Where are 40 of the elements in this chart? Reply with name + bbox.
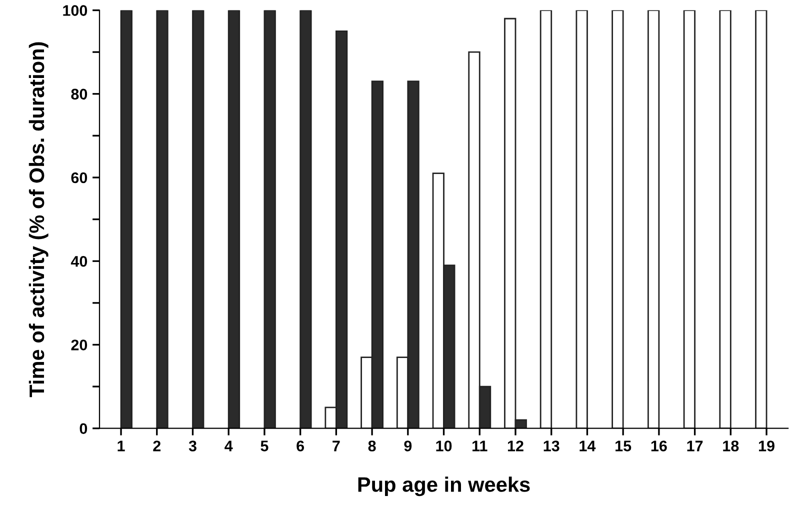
bar [300, 10, 312, 428]
bar [612, 10, 624, 428]
y-tick-label: 20 [71, 340, 88, 350]
x-tick-label: 12 [508, 440, 524, 452]
x-tick-label: 11 [472, 440, 488, 452]
x-tick-label: 17 [687, 440, 703, 452]
y-tick-label: 40 [70, 256, 88, 267]
y-tick-label: 60 [71, 172, 88, 184]
x-tick-label: 2 [153, 440, 161, 452]
bar [540, 10, 552, 428]
x-tick-label: 5 [260, 440, 268, 452]
x-tick-label: 18 [723, 440, 739, 452]
x-tick-label: 1 [118, 440, 125, 452]
y-tick-label: 0 [80, 423, 88, 434]
bar [755, 10, 768, 428]
x-tick-label: 15 [616, 440, 632, 452]
x-axis-title: Pup age in weeks [358, 476, 530, 496]
bar [647, 10, 660, 428]
bar [683, 10, 696, 428]
x-tick-label: 8 [368, 440, 376, 452]
x-tick-label: 19 [758, 440, 774, 452]
x-tick-label: 4 [224, 440, 233, 452]
x-tick-label: 13 [544, 440, 560, 452]
bar [264, 10, 276, 428]
y-axis-title: Time of activity (% of Obs. duration) [28, 42, 48, 398]
bar [120, 10, 132, 428]
x-tick-label: 6 [296, 440, 304, 452]
x-tick-label: 10 [436, 440, 452, 452]
x-tick-label: 16 [651, 440, 667, 452]
y-tick-label: 80 [71, 88, 88, 100]
y-tick-label: 100 [63, 5, 88, 16]
bar [192, 10, 204, 428]
x-tick-label: 7 [332, 440, 340, 452]
x-tick-label: 14 [580, 440, 596, 452]
bar [719, 10, 732, 428]
bar [228, 10, 240, 428]
x-tick-label: 3 [188, 440, 196, 452]
bar [156, 10, 168, 428]
x-tick-label: 9 [404, 440, 412, 452]
bar [576, 10, 588, 428]
